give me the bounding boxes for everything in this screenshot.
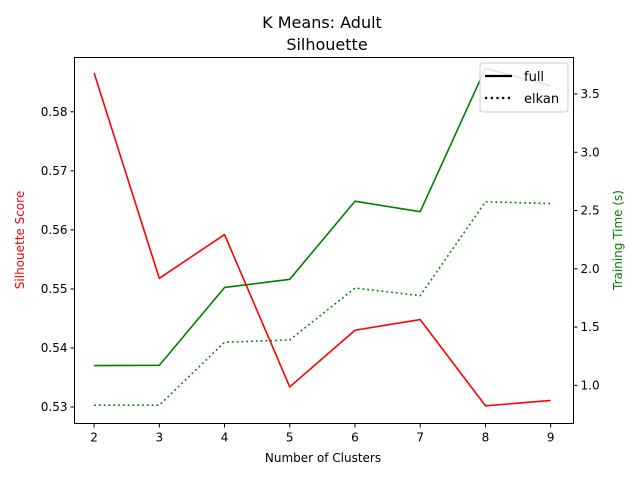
y-tick-label-right: 1.5 bbox=[581, 320, 600, 334]
legend-elkan-label: elkan bbox=[524, 92, 559, 107]
y-tick-label-left: 0.57 bbox=[41, 164, 68, 178]
x-tick-label: 5 bbox=[286, 431, 294, 445]
x-tick-label: 3 bbox=[155, 431, 163, 445]
y-tick-label-left: 0.56 bbox=[41, 223, 68, 237]
x-axis-label: Number of Clusters bbox=[265, 451, 381, 465]
y-tick-label-right: 2.0 bbox=[581, 262, 600, 276]
y-tick-label-left: 0.53 bbox=[41, 400, 68, 414]
x-tick-label: 9 bbox=[547, 431, 555, 445]
x-tick-label: 8 bbox=[482, 431, 490, 445]
y-tick-label-right: 1.0 bbox=[581, 378, 600, 392]
y-axis-label-left: Silhouette Score bbox=[13, 191, 27, 289]
y-tick-label-right: 3.0 bbox=[581, 145, 600, 159]
legend-full-label: full bbox=[524, 70, 544, 85]
legend: full elkan bbox=[479, 62, 569, 113]
x-tick-label: 7 bbox=[416, 431, 424, 445]
plot-frame bbox=[74, 57, 574, 424]
x-tick-label: 2 bbox=[90, 431, 98, 445]
x-tick-label: 4 bbox=[221, 431, 229, 445]
y-tick-label-right: 2.5 bbox=[581, 204, 600, 218]
silhouette-full-line bbox=[93, 72, 551, 407]
y-tick-label-left: 0.54 bbox=[41, 341, 68, 355]
y-tick-label-right: 3.5 bbox=[581, 87, 600, 101]
y-tick-label-left: 0.58 bbox=[41, 105, 68, 119]
y-axis-label-right: Training Time (s) bbox=[611, 190, 625, 291]
chart-title: K Means: Adult bbox=[262, 13, 382, 32]
chart-subtitle: Silhouette bbox=[286, 35, 367, 54]
y-tick-label-left: 0.55 bbox=[41, 282, 68, 296]
x-tick-label: 6 bbox=[351, 431, 359, 445]
training-time-full-line bbox=[94, 67, 551, 367]
